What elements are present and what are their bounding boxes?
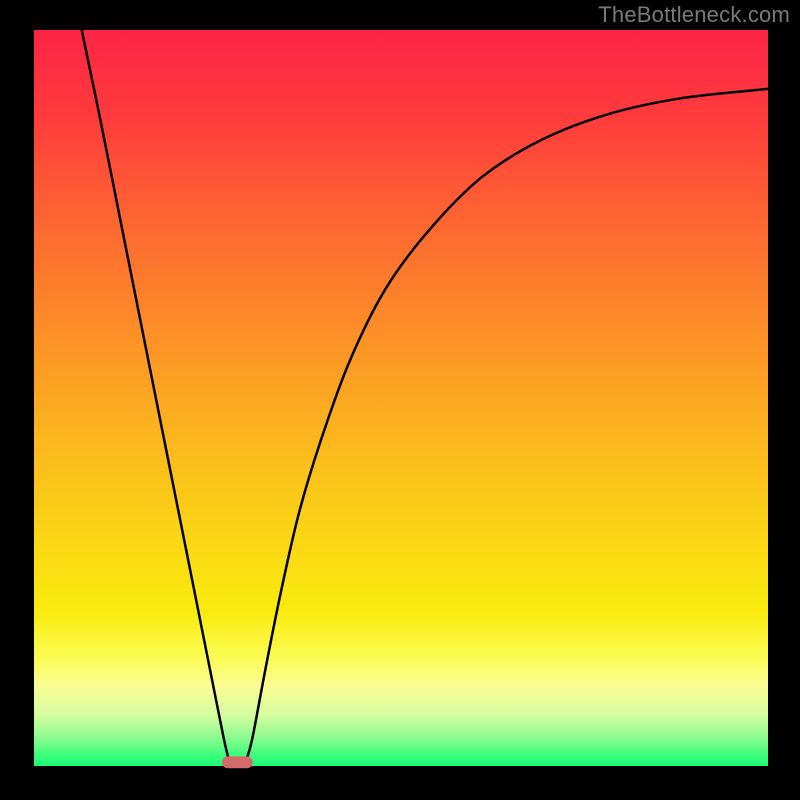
chart-container: TheBottleneck.com bbox=[0, 0, 800, 800]
plot-background bbox=[34, 30, 768, 766]
watermark-text: TheBottleneck.com bbox=[598, 2, 790, 28]
optimal-marker bbox=[222, 756, 253, 768]
bottleneck-chart bbox=[0, 0, 800, 800]
